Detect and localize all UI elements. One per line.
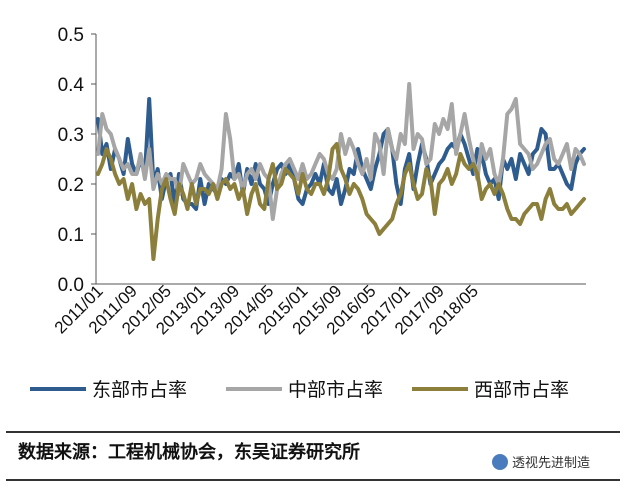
divider-top [6,431,620,433]
source-note: 数据来源：工程机械协会，东吴证券研究所 [18,442,360,463]
series-lines [96,82,586,261]
line-chart: 0.00.10.20.30.40.52011/012011/092012/052… [30,25,586,401]
legend-label-3: 西部市占率 [474,379,569,401]
y-tick-label: 0.4 [58,75,85,96]
watermark-text: 透视先进制造 [512,456,591,471]
chart-axes [91,33,586,285]
y-tick-label: 0.1 [58,225,84,246]
y-tick-label: 0.0 [58,275,84,296]
legend-label-1: 东部市占率 [92,379,187,401]
y-tick-label: 0.3 [58,125,84,146]
divider-bottom [6,479,620,481]
legend: 东部市占率 中部市占率 西部市占率 [30,379,569,401]
series-line-3 [96,142,586,261]
legend-label-2: 中部市占率 [288,379,383,401]
y-tick-label: 0.5 [58,25,84,46]
watermark: 透视先进制造 [492,452,590,471]
y-tick-label: 0.2 [58,175,84,196]
wechat-icon [492,453,508,470]
